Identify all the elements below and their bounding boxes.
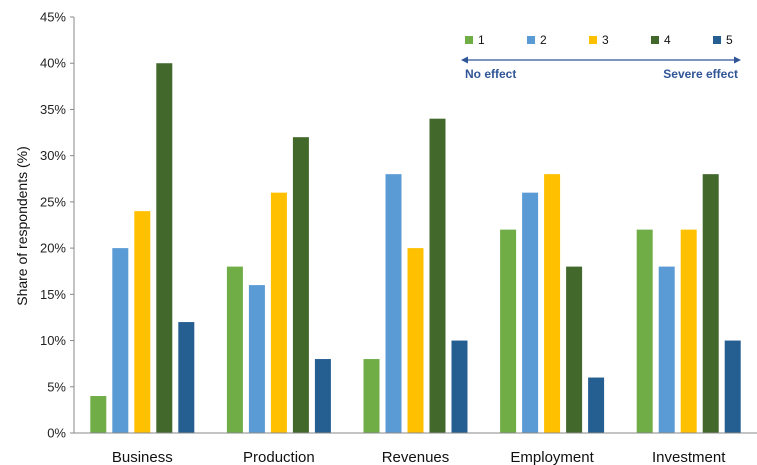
bar-business-series-5 — [178, 322, 195, 433]
y-axis-ticks: 0% 5% 10% 15% 20% 25% 30% 35% 40% 45% — [40, 10, 74, 441]
legend-swatch — [465, 36, 473, 44]
bars — [90, 63, 741, 433]
bar-investment-series-2 — [658, 266, 675, 433]
bar-revenues-series-3 — [407, 248, 424, 433]
legend-label: 5 — [726, 33, 733, 47]
x-axis-labels: Business Production Revenues Employment Inve… — [112, 449, 726, 465]
bar-production-series-1 — [226, 266, 243, 433]
bar-employment-series-4 — [566, 266, 583, 433]
bar-business-series-2 — [112, 248, 129, 433]
y-tick-label: 35% — [40, 102, 66, 117]
bar-production-series-5 — [314, 359, 331, 433]
y-tick-label: 30% — [40, 148, 66, 163]
effect-scale-arrow-left — [461, 56, 468, 64]
legend-label: 3 — [602, 33, 609, 47]
y-tick-label: 45% — [40, 10, 66, 25]
bar-investment-series-4 — [702, 174, 719, 433]
legend-swatch — [713, 36, 721, 44]
legend-swatch — [651, 36, 659, 44]
y-tick-label: 15% — [40, 287, 66, 302]
legend-label: 4 — [664, 33, 671, 47]
x-category-label: Revenues — [382, 449, 450, 465]
legend-swatch — [527, 36, 535, 44]
bar-production-series-2 — [248, 285, 265, 433]
bar-employment-series-3 — [544, 174, 561, 433]
y-tick-label: 25% — [40, 194, 66, 209]
y-tick-label: 10% — [40, 333, 66, 348]
bar-revenues-series-1 — [363, 359, 380, 433]
effect-scale: No effect Severe effect — [461, 56, 741, 81]
x-category-label: Business — [112, 449, 173, 465]
bar-production-series-4 — [292, 137, 309, 433]
bar-employment-series-2 — [522, 192, 539, 433]
bar-revenues-series-5 — [451, 340, 468, 433]
axes — [73, 17, 757, 434]
y-tick-label: 5% — [47, 379, 66, 394]
bar-business-series-1 — [90, 396, 107, 433]
y-tick-label: 20% — [40, 241, 66, 256]
bar-business-series-3 — [134, 211, 151, 433]
legend-swatch — [589, 36, 597, 44]
y-tick-label: 0% — [47, 426, 66, 441]
bar-investment-series-3 — [680, 229, 697, 433]
y-axis-title: Share of respondents (%) — [14, 146, 30, 306]
effect-scale-arrow-right — [734, 56, 741, 64]
x-category-label: Production — [243, 449, 315, 465]
bar-production-series-3 — [270, 192, 287, 433]
legend-label: 1 — [478, 33, 485, 47]
bar-revenues-series-4 — [429, 118, 446, 433]
bar-employment-series-5 — [588, 377, 605, 433]
x-category-label: Investment — [652, 449, 726, 465]
bar-employment-series-1 — [500, 229, 517, 433]
severe-effect-label: Severe effect — [663, 67, 738, 81]
x-category-label: Employment — [510, 449, 594, 465]
bar-business-series-4 — [156, 63, 173, 433]
y-tick-label: 40% — [40, 56, 66, 71]
no-effect-label: No effect — [465, 67, 516, 81]
bar-revenues-series-2 — [385, 174, 402, 433]
legend: 1 2 3 4 5 — [465, 33, 733, 47]
legend-label: 2 — [540, 33, 547, 47]
bar-investment-series-1 — [636, 229, 653, 433]
bar-investment-series-5 — [724, 340, 741, 433]
